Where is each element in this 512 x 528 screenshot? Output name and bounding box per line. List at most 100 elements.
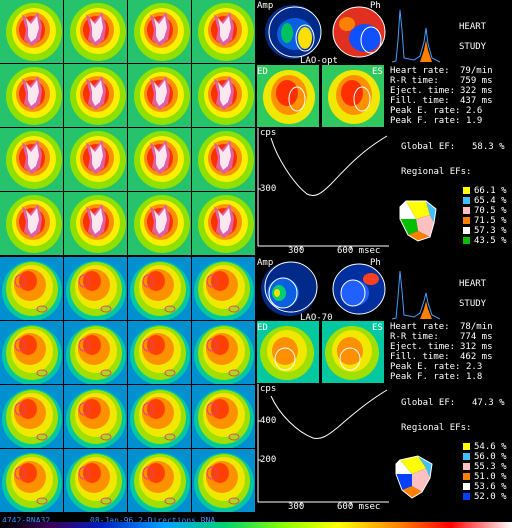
regional-ef-value: 71.5 %	[474, 216, 507, 226]
phase-image-top: Ph	[325, 0, 391, 63]
stat-value: 322 ms	[460, 86, 493, 96]
regional-color-swatch	[463, 473, 470, 480]
gated-frame	[0, 192, 63, 255]
gated-frame	[64, 192, 127, 255]
phase-histogram-top	[391, 0, 441, 63]
regional-color-swatch	[463, 483, 470, 490]
gated-frame	[0, 257, 63, 320]
regional-color-swatch	[463, 443, 470, 450]
time-activity-curve-top: cps 300 300 600 msec	[257, 128, 389, 256]
global-ef-value: 58.3 %	[472, 142, 505, 152]
regional-color-swatch	[463, 197, 470, 204]
stat-label: Fill. time:	[390, 352, 450, 362]
stat-value: 1.8	[466, 372, 483, 382]
regional-ef-value: 43.5 %	[474, 236, 507, 246]
study-title-line1: HEART	[459, 279, 487, 289]
gated-frame	[192, 0, 255, 63]
gated-frame	[64, 257, 127, 320]
amp-label: Amp	[257, 258, 274, 268]
curve-x-tick: 300	[288, 246, 305, 256]
ed-image-bottom: ED	[257, 321, 319, 383]
curve-y-tick: 400	[260, 416, 277, 426]
ed-label: ED	[257, 67, 268, 77]
regional-ef-value: 53.6 %	[474, 482, 507, 492]
curve-y-label: cps	[260, 128, 277, 138]
ph-label: Ph	[370, 258, 381, 268]
regional-color-swatch	[463, 237, 470, 244]
gated-frame	[128, 449, 191, 512]
gated-frame	[128, 257, 191, 320]
gated-frame	[128, 128, 191, 191]
stat-label: Peak F. rate:	[390, 372, 461, 382]
color-scale-bar	[0, 522, 512, 528]
stat-label: Eject. time:	[390, 342, 456, 352]
gated-frame	[64, 128, 127, 191]
regional-color-swatch	[463, 453, 470, 460]
regional-ef-label: Regional EFs:	[401, 423, 472, 433]
stat-value: 462 ms	[460, 352, 493, 362]
es-image-top: ES	[322, 65, 384, 127]
regional-color-swatch	[463, 187, 470, 194]
gated-frame	[0, 449, 63, 512]
gated-frame	[128, 385, 191, 448]
phase-histogram-bottom	[391, 257, 441, 320]
regional-ef-value: 55.3 %	[474, 462, 507, 472]
stat-value: 2.6	[466, 106, 483, 116]
global-ef-value: 47.3 %	[472, 398, 505, 408]
stat-value: 79/min	[460, 66, 493, 76]
ed-label: ED	[257, 323, 268, 333]
curve-x-tick: 600 msec	[337, 502, 381, 512]
regional-color-swatch	[463, 217, 470, 224]
regional-ef-value: 52.0 %	[474, 492, 507, 502]
curve-x-tick: 600 msec	[337, 246, 381, 256]
regional-ef-value: 70.5 %	[474, 206, 507, 216]
gated-frame	[0, 64, 63, 127]
stat-label: R-R time:	[390, 332, 439, 342]
regional-ef-value: 57.3 %	[474, 226, 507, 236]
amplitude-image-bottom: Amp	[257, 257, 323, 320]
gated-frame	[192, 192, 255, 255]
regional-color-swatch	[463, 493, 470, 500]
time-activity-curve-bottom: cps 400 200 300 600 msec	[257, 384, 389, 513]
es-label: ES	[372, 67, 383, 77]
curve-y-tick: 200	[260, 455, 277, 465]
study-date-description: 08-Jan-96 2-Directions RNA	[90, 516, 216, 525]
curve-x-tick: 300	[288, 502, 305, 512]
regional-ef-value: 51.0 %	[474, 472, 507, 482]
amplitude-image-top: Amp	[257, 0, 323, 63]
gated-frame	[192, 128, 255, 191]
stat-value: 1.9	[466, 116, 483, 126]
stat-value: 2.3	[466, 362, 483, 372]
gated-frame	[128, 192, 191, 255]
gated-frame	[0, 321, 63, 384]
stat-value: 774 ms	[460, 332, 493, 342]
view-label-bottom: LAO-70	[300, 313, 333, 323]
gated-frame	[192, 321, 255, 384]
gated-frame	[64, 449, 127, 512]
stat-value: 759 ms	[460, 76, 493, 86]
global-ef-label: Global EF:	[401, 142, 456, 152]
regional-color-swatch	[463, 463, 470, 470]
es-image-bottom: ES	[322, 321, 384, 383]
gated-frame	[64, 321, 127, 384]
gated-frame	[128, 64, 191, 127]
regional-segment-map-bottom	[392, 452, 434, 500]
study-title-line2: STUDY	[459, 299, 487, 309]
phase-image-bottom: Ph	[325, 257, 391, 320]
regional-color-swatch	[463, 207, 470, 214]
gated-frame	[64, 64, 127, 127]
ph-label: Ph	[370, 1, 381, 11]
curve-y-tick: 300	[260, 184, 277, 194]
es-label: ES	[372, 323, 383, 333]
regional-ef-label: Regional EFs:	[401, 167, 472, 177]
regional-segment-map-top	[396, 195, 438, 243]
gated-frame	[0, 128, 63, 191]
curve-y-label: cps	[260, 384, 277, 394]
regional-ef-value: 54.6 %	[474, 442, 507, 452]
ed-image-top: ED	[257, 65, 319, 127]
stat-value: 312 ms	[460, 342, 493, 352]
gated-frame	[192, 64, 255, 127]
stat-label: Fill. time:	[390, 96, 450, 106]
view-label-top: LAO-opt	[300, 56, 338, 66]
global-ef-label: Global EF:	[401, 398, 456, 408]
